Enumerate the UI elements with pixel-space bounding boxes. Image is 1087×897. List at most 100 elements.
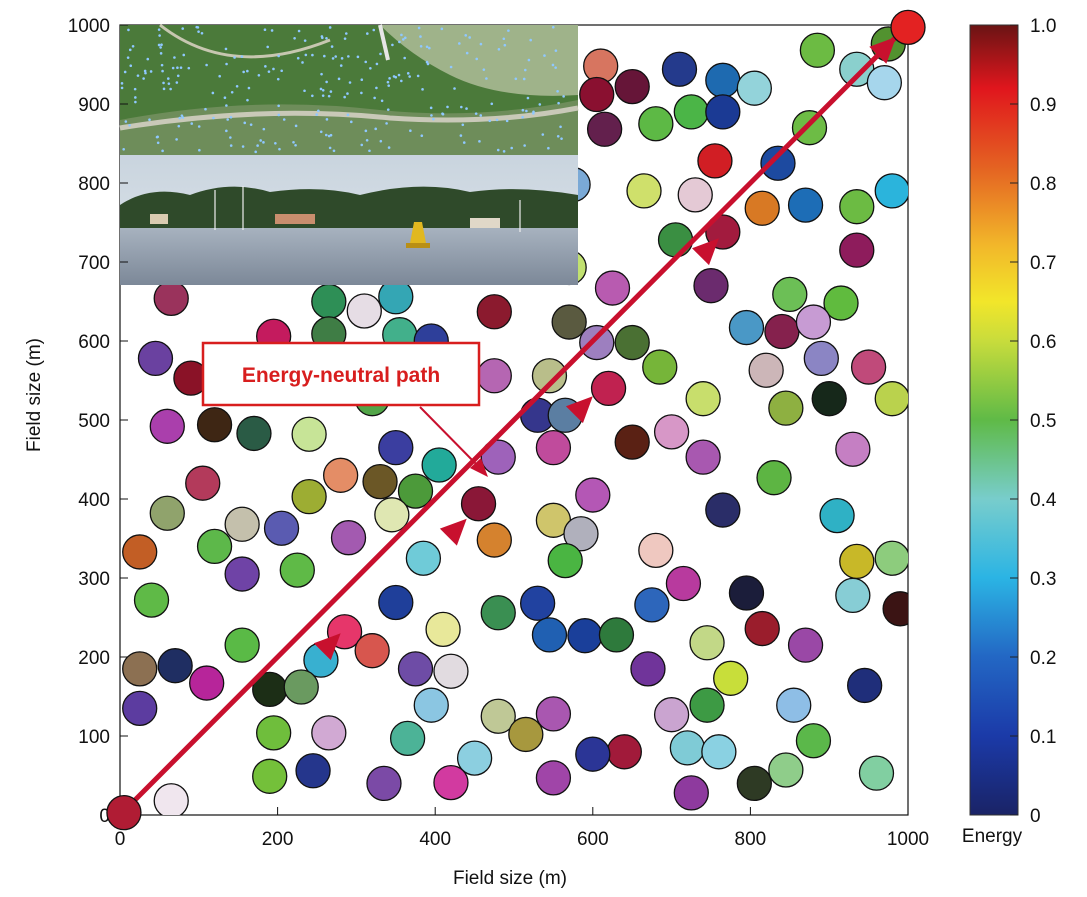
- sensor-node-67: [378, 429, 414, 466]
- sensor-node-127: [189, 665, 225, 701]
- sensor-node-63: [768, 390, 804, 426]
- sensor-node-58: [236, 415, 272, 452]
- sensor-node-130: [713, 660, 749, 696]
- colorbar-tick-label-5: 0.5: [1030, 411, 1056, 432]
- sensor-node-141: [389, 720, 426, 757]
- y-tick-label-10: 1000: [68, 16, 110, 37]
- sensor-node-117: [354, 633, 390, 669]
- x-tick-label-2: 400: [419, 829, 451, 850]
- sensor-node-134: [480, 698, 516, 734]
- aerial-photo: [119, 23, 579, 155]
- sensor-node-111: [425, 611, 461, 647]
- sensor-node-22: [874, 173, 908, 209]
- y-tick-label-6: 600: [78, 332, 110, 353]
- sensor-node-53: [748, 352, 784, 388]
- sensor-node-102: [665, 565, 702, 602]
- colorbar-tick-label-10: 1.0: [1030, 16, 1056, 37]
- sensor-node-52: [642, 349, 678, 385]
- sensor-node-149: [295, 753, 331, 789]
- sensor-node-125: [433, 653, 469, 689]
- sensor-node-79: [460, 486, 497, 522]
- sensor-node-150: [768, 752, 804, 788]
- sensor-node-11: [705, 94, 741, 130]
- sensor-node-23: [744, 190, 780, 226]
- sensor-node-121: [122, 651, 158, 687]
- sensor-node-97: [638, 532, 674, 568]
- sensor-node-139: [256, 715, 292, 751]
- sensor-node-9: [866, 65, 903, 101]
- sensor-node-14: [791, 110, 828, 146]
- x-tick-label-5: 1000: [887, 829, 929, 850]
- path-arrow-4: [869, 36, 897, 64]
- sensor-node-41: [551, 304, 587, 340]
- sensor-node-94: [405, 540, 442, 576]
- x-tick-label-4: 800: [735, 829, 767, 850]
- sensor-node-84: [224, 506, 260, 542]
- sensor-node-136: [653, 697, 690, 733]
- sensor-node-55: [850, 349, 887, 385]
- sensor-node-24: [657, 222, 694, 258]
- sensor-node-110: [480, 595, 516, 631]
- colorbar-tick-label-2: 0.2: [1030, 648, 1056, 669]
- energy-neutral-path: [121, 22, 911, 814]
- sensor-node-15: [697, 143, 733, 179]
- sensor-node-90: [819, 497, 855, 534]
- sensor-node-13: [586, 111, 623, 147]
- path-arrow-0: [313, 633, 341, 661]
- sensor-node-140: [311, 715, 347, 751]
- sensor-node-120: [787, 627, 824, 663]
- colorbar: 0 0.1 0.2 0.3 0.4 0.5 0.6 0.7 0.8 0.9 1.0 Energy: [962, 16, 1057, 847]
- sensor-node-98: [839, 543, 875, 580]
- sensor-node-50: [531, 358, 568, 394]
- sensor-node-158: [153, 783, 189, 815]
- sensor-node-7: [705, 62, 741, 98]
- sensor-node-129: [283, 669, 319, 705]
- sensor-node-19: [677, 177, 713, 213]
- sensor-node-76: [322, 457, 359, 493]
- sensor-node-78: [397, 473, 434, 509]
- sensor-node-104: [378, 584, 414, 621]
- y-tick-label-9: 900: [78, 95, 110, 116]
- sensor-node-66: [291, 416, 327, 452]
- sensor-node-153: [433, 764, 469, 801]
- sensor-node-32: [476, 294, 512, 330]
- sensor-node-82: [291, 478, 327, 515]
- sensor-node-142: [508, 716, 544, 753]
- sensor-node-156: [736, 765, 772, 802]
- sensor-node-106: [634, 587, 670, 623]
- sensor-node-75: [421, 447, 457, 483]
- end-node: [890, 9, 926, 46]
- y-axis-label: Field size (m): [24, 338, 45, 452]
- y-tick-label-4: 400: [78, 490, 110, 511]
- sensor-node-86: [374, 497, 410, 533]
- sensor-node-73: [835, 431, 871, 467]
- sensor-node-6: [614, 68, 650, 105]
- sensor-node-29: [311, 283, 347, 320]
- sensor-node-57: [196, 407, 233, 443]
- colorbar-scale: [969, 24, 1019, 816]
- annotation-label: Energy-neutral path: [242, 364, 440, 387]
- sensor-node-46: [795, 304, 832, 340]
- sensor-node-147: [575, 736, 611, 772]
- y-tick-label-0: 0: [99, 806, 110, 827]
- y-tick-label-1: 100: [78, 727, 110, 748]
- edge-nodes: [106, 9, 926, 831]
- sensor-node-109: [882, 591, 908, 627]
- sensor-node-65: [874, 381, 908, 417]
- sensor-node-88: [563, 516, 599, 552]
- colorbar-label: Energy: [962, 826, 1023, 847]
- sensor-node-42: [579, 324, 615, 361]
- sensor-node-72: [685, 439, 721, 475]
- sensor-node-126: [630, 651, 666, 687]
- sensor-node-118: [224, 627, 260, 663]
- colorbar-ticks: 0 0.1 0.2 0.3 0.4 0.5 0.6 0.7 0.8 0.9 1.0: [1010, 16, 1057, 827]
- harbor-photo: [120, 155, 578, 285]
- colorbar-tick-label-3: 0.3: [1030, 569, 1056, 590]
- y-tick-label-2: 200: [78, 648, 110, 669]
- path-arrow-1: [439, 518, 467, 546]
- sensor-node-132: [122, 690, 158, 726]
- annotation-box: [201, 341, 481, 407]
- sensor-node-74: [185, 465, 221, 501]
- sensor-node-21: [839, 189, 875, 225]
